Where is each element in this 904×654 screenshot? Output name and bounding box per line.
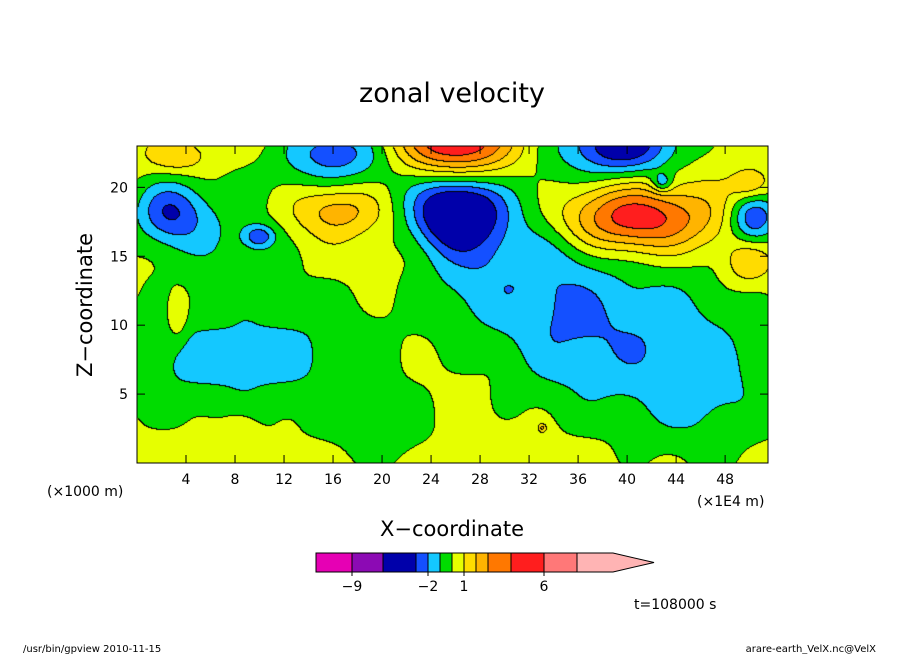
colorbar-swatch: [543, 552, 578, 573]
x-tick-label: 28: [471, 472, 489, 488]
x-tick-label: 20: [373, 472, 391, 488]
x-tick-label: 32: [520, 472, 538, 488]
y-unit-label: (×1000 m): [47, 484, 123, 500]
colorbar: −9 −2 1 6: [315, 552, 655, 595]
y-axis-ticks: 5 10 15 20: [110, 180, 768, 403]
x-axis-ticks: 4 8 12 16 20 24 28 32 36 40 44 48: [182, 146, 734, 488]
y-axis-label: Z−coordinate: [73, 233, 97, 377]
y-tick-label: 5: [119, 387, 128, 403]
program-info: /usr/bin/gpview 2010-11-15: [23, 644, 161, 654]
colorbar-swatch: [510, 552, 545, 573]
x-unit-label: (×1E4 m): [697, 494, 764, 510]
y-tick-label: 15: [110, 249, 128, 265]
colorbar-swatch: [351, 552, 384, 573]
colorbar-tick-label: 1: [460, 579, 469, 595]
x-tick-label: 24: [422, 472, 440, 488]
colorbar-swatch: [315, 552, 353, 573]
data-source: arare-earth_VelX.nc@VelX: [746, 644, 877, 654]
colorbar-swatch: [463, 552, 477, 573]
colorbar-swatch: [576, 552, 655, 573]
x-tick-label: 4: [182, 472, 191, 488]
x-tick-label: 12: [275, 472, 293, 488]
colorbar-swatch: [439, 552, 453, 573]
colorbar-swatch: [451, 552, 465, 573]
colorbar-swatch: [415, 552, 429, 573]
x-tick-label: 40: [618, 472, 636, 488]
x-tick-label: 8: [231, 472, 240, 488]
x-tick-label: 36: [569, 472, 587, 488]
colorbar-swatch: [475, 552, 489, 573]
x-tick-label: 44: [667, 472, 685, 488]
x-tick-label: 48: [716, 472, 734, 488]
colorbar-tick-label: 6: [540, 579, 549, 595]
time-label: t=108000 s: [634, 597, 716, 613]
colorbar-swatch: [382, 552, 417, 573]
chart-title: zonal velocity: [359, 78, 545, 109]
x-tick-label: 16: [324, 472, 342, 488]
y-tick-label: 10: [110, 318, 128, 334]
colorbar-swatch: [427, 552, 441, 573]
colorbar-swatch: [487, 552, 512, 573]
x-axis-label: X−coordinate: [380, 517, 524, 541]
colorbar-tick-label: −9: [342, 579, 363, 595]
colorbar-tick-label: −2: [418, 579, 439, 595]
contour-field: [137, 146, 768, 463]
plot-frame: [136, 145, 769, 464]
y-tick-label: 20: [110, 180, 128, 196]
